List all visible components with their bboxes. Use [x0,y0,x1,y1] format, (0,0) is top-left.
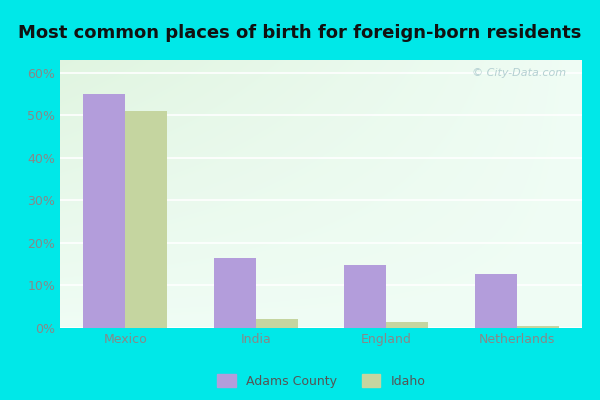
Legend: Adams County, Idaho: Adams County, Idaho [212,369,430,393]
Bar [475,274,517,328]
Bar [125,111,167,328]
Bar [344,265,386,328]
Bar [83,94,125,328]
Bar [214,258,256,328]
Text: © City-Data.com: © City-Data.com [472,68,566,78]
Bar [517,326,559,328]
Bar [256,319,298,328]
Text: Most common places of birth for foreign-born residents: Most common places of birth for foreign-… [19,24,581,42]
Bar [386,322,428,328]
